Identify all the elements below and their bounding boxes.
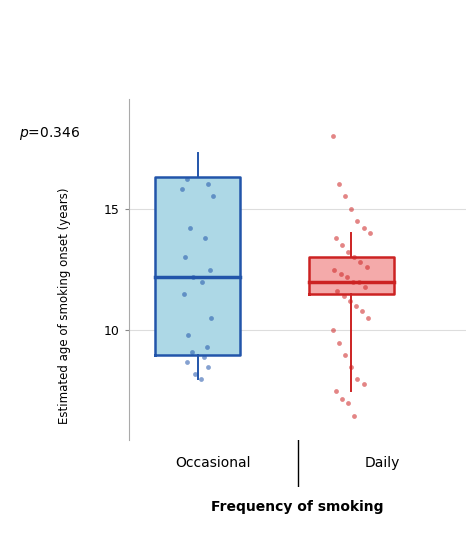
Point — [349, 277, 357, 286]
Point — [189, 272, 197, 281]
Point — [334, 287, 341, 296]
Bar — [309, 257, 394, 294]
Point — [341, 192, 349, 201]
Point — [332, 387, 340, 395]
Point — [341, 350, 349, 359]
Point — [346, 297, 354, 306]
Text: Estimated age of smoking onset (years): Estimated age of smoking onset (years) — [58, 187, 71, 424]
Point — [360, 379, 367, 388]
Point — [200, 353, 208, 361]
Point — [335, 180, 343, 189]
Point — [206, 265, 214, 274]
Bar — [155, 177, 240, 355]
Point — [201, 233, 209, 242]
Point — [183, 358, 191, 366]
Point — [183, 175, 191, 184]
Point — [360, 224, 367, 233]
Point — [340, 292, 347, 301]
Point — [329, 131, 337, 140]
Point — [347, 362, 355, 371]
Point — [178, 185, 186, 194]
Point — [343, 272, 350, 281]
Point — [344, 248, 352, 257]
Point — [352, 301, 360, 310]
Point — [363, 263, 370, 272]
Point — [361, 282, 369, 291]
Point — [335, 338, 343, 347]
Point — [357, 258, 364, 267]
Point — [197, 375, 205, 383]
Text: $\it{p}$=0.346: $\it{p}$=0.346 — [19, 125, 80, 142]
Point — [186, 224, 194, 233]
Point — [338, 241, 346, 250]
Point — [180, 289, 188, 298]
Point — [329, 326, 337, 335]
Point — [350, 253, 358, 262]
Point — [366, 229, 374, 238]
Point — [181, 253, 189, 262]
Text: Frequency of smoking: Frequency of smoking — [211, 500, 384, 514]
Point — [185, 331, 192, 340]
Point — [203, 343, 211, 352]
Point — [338, 394, 346, 403]
Point — [330, 265, 338, 274]
Point — [350, 411, 358, 420]
Point — [191, 370, 198, 378]
Point — [208, 314, 215, 323]
Point — [205, 180, 212, 189]
Point — [205, 362, 212, 371]
Point — [358, 306, 366, 315]
Point — [332, 233, 340, 242]
Point — [337, 270, 344, 279]
Point — [209, 192, 217, 201]
Point — [355, 277, 363, 286]
Point — [347, 204, 355, 213]
Point — [344, 399, 352, 408]
Text: Occasional: Occasional — [175, 456, 251, 470]
Point — [188, 348, 195, 357]
Point — [198, 277, 206, 286]
Point — [354, 216, 361, 225]
Point — [354, 375, 361, 383]
Point — [364, 314, 372, 323]
Text: Daily: Daily — [364, 456, 400, 470]
